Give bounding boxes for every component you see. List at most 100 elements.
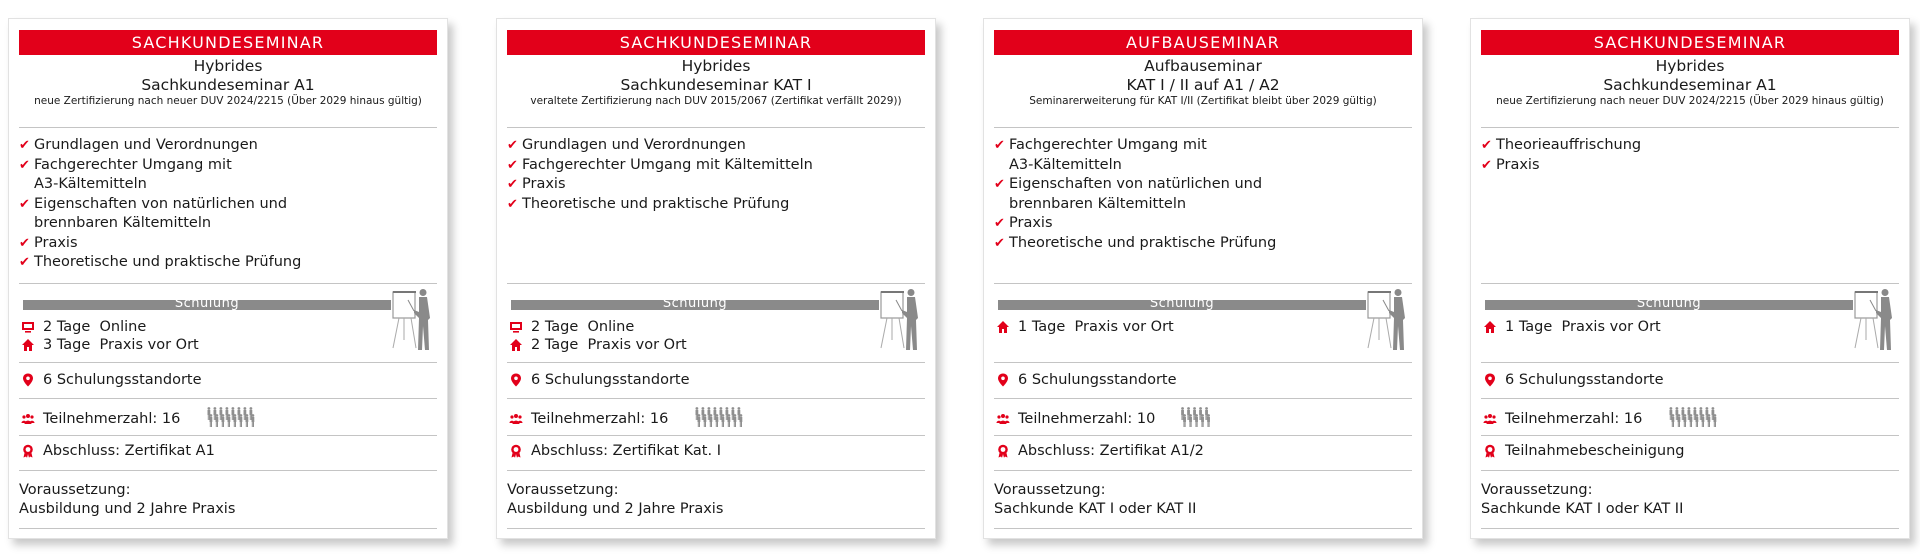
title-line-2: Sachkundeseminar A1: [141, 76, 315, 94]
check-icon: ✔: [1481, 157, 1492, 173]
schulung-bar: Schulung: [998, 300, 1366, 310]
presenter-icon: [1366, 288, 1410, 352]
divider: [19, 470, 437, 471]
monitor-icon: [21, 320, 35, 334]
list-item: ✔ Praxis: [19, 234, 437, 254]
schulung-bar: Schulung: [1485, 300, 1853, 310]
schedule-item: 2 Tage Praxis vor Ort: [509, 337, 687, 353]
feature-list: ✔ Theorieauffrischung ✔ Praxis: [1481, 136, 1899, 175]
seminar-card[interactable]: AUFBAUSEMINAR Aufbauseminar KAT I / II a…: [983, 18, 1423, 539]
award-icon: [509, 444, 523, 458]
schedule-text: 2 Tage Praxis vor Ort: [531, 337, 687, 353]
check-icon: ✔: [19, 157, 30, 173]
map-pin-icon: [21, 373, 35, 387]
feature-text: Praxis: [1496, 156, 1540, 173]
seminar-card[interactable]: SACHKUNDESEMINAR Hybrides Sachkundesemin…: [8, 18, 448, 539]
feature-list: ✔ Grundlagen und Verordnungen ✔ Fachgerecht…: [507, 136, 925, 214]
feature-text: Eigenschaften von natürlichen und brennb…: [1009, 176, 1263, 212]
divider: [994, 127, 1412, 128]
award-icon: [996, 444, 1010, 458]
list-item: ✔ Praxis: [994, 214, 1412, 234]
divider: [507, 127, 925, 128]
list-item: ✔ Eigenschaften von natürlichen und brenn…: [994, 175, 1412, 214]
feature-text: Theorieauffrischung: [1496, 137, 1642, 153]
users-icon: [509, 412, 523, 426]
divider: [1481, 362, 1899, 363]
people-group-icon: [1155, 406, 1216, 432]
locations-text: 6 Schulungsstandorte: [1505, 372, 1664, 388]
divider: [994, 398, 1412, 399]
category-banner: SACHKUNDESEMINAR: [19, 30, 437, 55]
prerequisite-label: Voraussetzung:: [1481, 482, 1593, 498]
check-icon: ✔: [19, 196, 30, 212]
seminar-card[interactable]: SACHKUNDESEMINAR Hybrides Sachkundesemin…: [1470, 18, 1910, 539]
locations-row: 6 Schulungsstandorte: [21, 372, 202, 388]
presenter-icon: [1853, 288, 1897, 352]
divider: [1481, 470, 1899, 471]
divider: [1481, 127, 1899, 128]
divider: [507, 435, 925, 436]
home-icon: [21, 338, 35, 352]
divider: [507, 398, 925, 399]
participants-text: Teilnehmerzahl: 16: [1505, 411, 1643, 427]
title-line-1: Hybrides: [681, 57, 751, 75]
feature-text: Praxis: [34, 234, 78, 251]
check-icon: ✔: [507, 177, 518, 192]
divider: [1481, 283, 1899, 284]
schedule-text: 2 Tage Online: [531, 319, 635, 335]
check-icon: ✔: [507, 138, 518, 153]
prerequisite-text: Ausbildung und 2 Jahre Praxis: [19, 501, 236, 517]
list-item: ✔ Fachgerechter Umgang mit A3-Kältemittel…: [994, 136, 1412, 175]
divider: [507, 283, 925, 284]
check-icon: ✔: [19, 235, 30, 251]
check-icon: ✔: [994, 177, 1005, 192]
feature-text: Theoretische und praktische Prüfung: [34, 254, 302, 270]
divider: [994, 435, 1412, 436]
locations-row: 6 Schulungsstandorte: [509, 372, 690, 388]
card-title: Hybrides Sachkundeseminar KAT I veraltet…: [507, 57, 925, 127]
schulung-label: Schulung: [662, 300, 728, 310]
users-icon: [1483, 412, 1497, 426]
feature-text: Fachgerechter Umgang mit A3-Kältemitteln: [1009, 137, 1207, 173]
schedule-item: 1 Tage Praxis vor Ort: [996, 319, 1174, 335]
divider: [1481, 435, 1899, 436]
check-icon: ✔: [19, 255, 30, 270]
users-icon: [21, 412, 35, 426]
participants-row: Teilnehmerzahl: 16: [1483, 406, 1724, 432]
participants-row: Teilnehmerzahl: 16: [509, 406, 750, 432]
check-icon: ✔: [994, 216, 1005, 231]
completion-text: Abschluss: Zertifikat A1/2: [1018, 443, 1204, 459]
map-pin-icon: [996, 373, 1010, 387]
schedule-text: 1 Tage Praxis vor Ort: [1018, 319, 1174, 335]
feature-text: Praxis: [1009, 215, 1053, 231]
prerequisite: Voraussetzung: Ausbildung und 2 Jahre Pr…: [19, 481, 235, 519]
map-pin-icon: [1483, 373, 1497, 387]
title-line-1: Hybrides: [1655, 57, 1725, 75]
divider: [994, 528, 1412, 529]
subtitle: neue Zertifizierung nach neuer DUV 2024/…: [1496, 95, 1884, 107]
presenter-icon: [879, 288, 923, 352]
list-item: ✔ Theoretische und praktische Prüfung: [994, 234, 1412, 254]
completion-text: Abschluss: Zertifikat Kat. I: [531, 443, 721, 459]
prerequisite: Voraussetzung: Sachkunde KAT I oder KAT …: [994, 481, 1196, 519]
seminar-card[interactable]: SACHKUNDESEMINAR Hybrides Sachkundesemin…: [496, 18, 936, 539]
list-item: ✔ Theorieauffrischung: [1481, 136, 1899, 156]
schedule-item: 1 Tage Praxis vor Ort: [1483, 319, 1661, 335]
prerequisite-text: Ausbildung und 2 Jahre Praxis: [507, 501, 724, 517]
divider: [1481, 398, 1899, 399]
completion-row: Abschluss: Zertifikat A1/2: [996, 443, 1204, 459]
subtitle: veraltete Zertifizierung nach DUV 2015/2…: [530, 95, 902, 107]
feature-text: Grundlagen und Verordnungen: [34, 137, 258, 153]
feature-text: Grundlagen und Verordnungen: [522, 137, 746, 153]
people-group-icon: [668, 406, 750, 432]
category-banner: AUFBAUSEMINAR: [994, 30, 1412, 55]
check-icon: ✔: [19, 138, 30, 153]
award-icon: [21, 444, 35, 458]
divider: [507, 528, 925, 529]
home-icon: [1483, 320, 1497, 334]
monitor-icon: [509, 320, 523, 334]
completion-text: Teilnahmebescheinigung: [1505, 443, 1685, 459]
presenter-icon: [391, 288, 435, 352]
schulung-label: Schulung: [1149, 300, 1215, 310]
locations-text: 6 Schulungsstandorte: [1018, 372, 1177, 388]
